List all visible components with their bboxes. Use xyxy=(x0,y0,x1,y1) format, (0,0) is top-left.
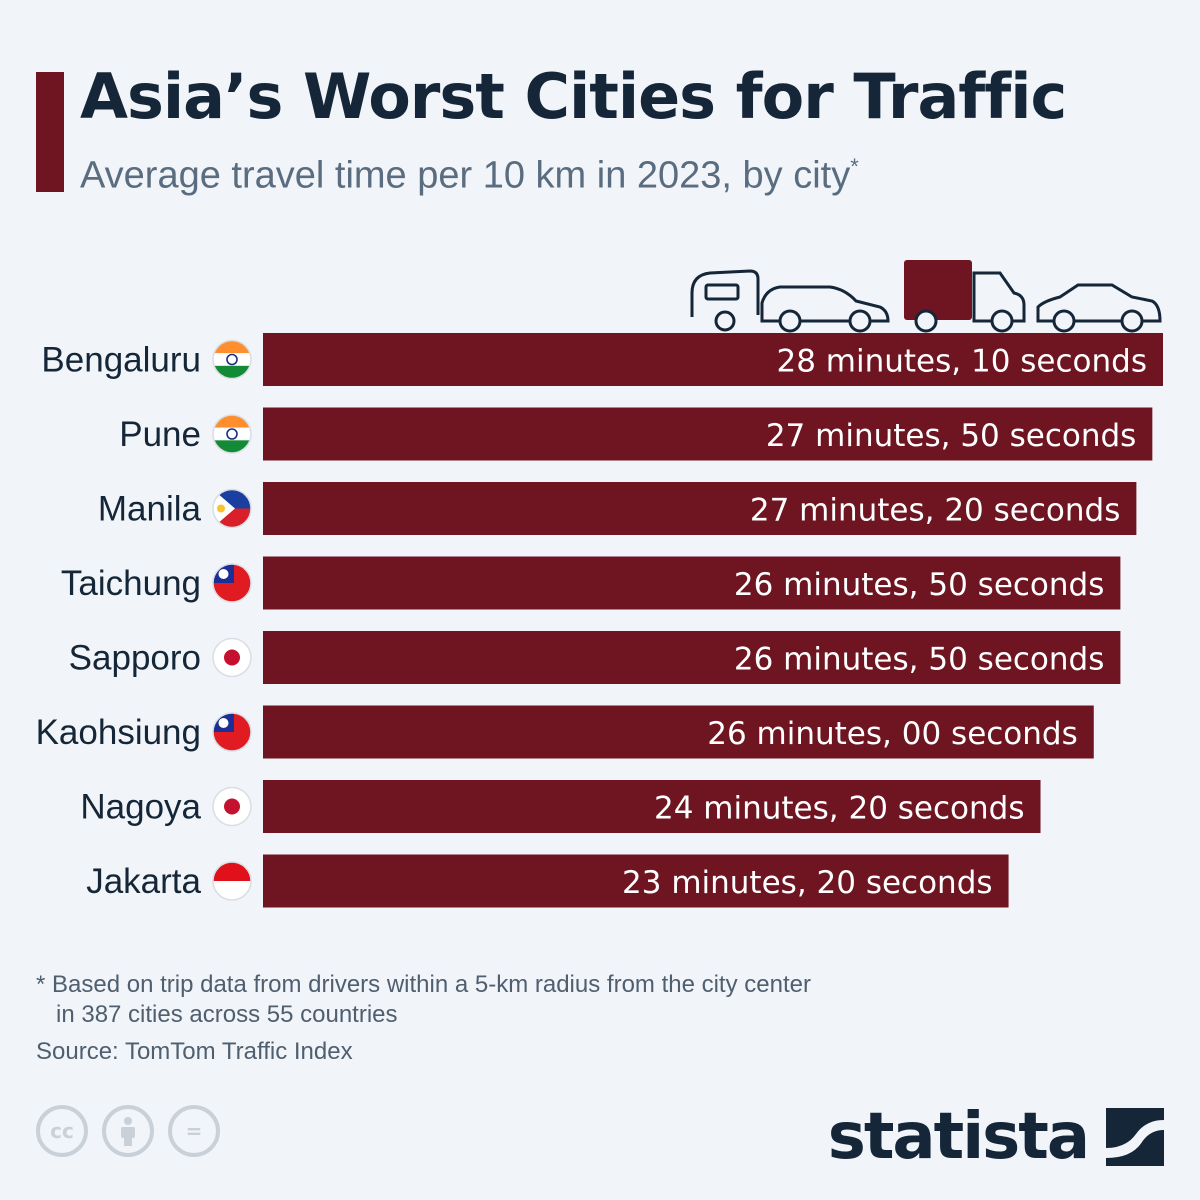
taiwan-flag-icon xyxy=(212,712,252,752)
indonesia-flag-icon xyxy=(212,861,252,901)
bar-row: Manila 27 minutes, 20 seconds xyxy=(98,482,1137,535)
category-label: Bengaluru xyxy=(41,341,201,380)
title-accent-bar xyxy=(36,72,64,192)
footnote: * Based on trip data from drivers within… xyxy=(36,970,811,1030)
bar-chart: Bengaluru 28 minutes, 10 seconds Pune 27 mi… xyxy=(36,333,1163,908)
car-icon xyxy=(1036,283,1162,333)
category-label: Pune xyxy=(119,415,201,454)
value-label: 26 minutes, 50 seconds xyxy=(734,567,1105,603)
bar-row: Nagoya 24 minutes, 20 seconds xyxy=(80,780,1041,833)
attribution-icon[interactable] xyxy=(102,1105,154,1157)
footnote-line-1: * Based on trip data from drivers within… xyxy=(36,971,811,998)
brand-logo[interactable]: statista xyxy=(828,1100,1164,1174)
category-label: Nagoya xyxy=(80,788,201,827)
philippines-flag-icon xyxy=(212,488,252,529)
statista-logo-icon xyxy=(1106,1108,1164,1166)
bar xyxy=(263,482,1137,535)
no-derivatives-icon[interactable]: = xyxy=(168,1105,220,1157)
bar xyxy=(263,705,1094,759)
value-label: 26 minutes, 50 seconds xyxy=(734,642,1105,678)
value-label: 27 minutes, 20 seconds xyxy=(750,493,1121,529)
footnote-line-2: in 387 cities across 55 countries xyxy=(56,1001,398,1028)
category-label: Taichung xyxy=(61,564,201,603)
india-flag-icon xyxy=(212,414,252,454)
bar xyxy=(263,780,1041,833)
cc-icon-text: cc xyxy=(50,1119,74,1143)
taiwan-flag-icon xyxy=(212,563,252,603)
japan-flag-icon xyxy=(212,637,252,678)
category-label: Jakarta xyxy=(86,862,201,901)
value-label: 26 minutes, 00 seconds xyxy=(707,716,1078,752)
bar xyxy=(263,333,1163,386)
bar-row: Taichung 26 minutes, 50 seconds xyxy=(61,556,1121,610)
value-label: 28 minutes, 10 seconds xyxy=(776,344,1147,380)
bar xyxy=(263,556,1121,610)
vehicles-illustration xyxy=(690,260,1162,333)
category-label: Manila xyxy=(98,490,202,529)
japan-flag-icon xyxy=(212,786,252,827)
person-icon xyxy=(121,1117,135,1146)
category-label: Sapporo xyxy=(69,639,201,678)
page-title: Asia’s Worst Cities for Traffic xyxy=(80,60,1067,133)
license-icons: cc = xyxy=(36,1105,220,1157)
nd-icon-text: = xyxy=(185,1119,203,1143)
subtitle-text: Average travel time per 10 km in 2023, b… xyxy=(80,154,851,197)
source-text: Source: TomTom Traffic Index xyxy=(36,1038,353,1065)
bar-row: Pune 27 minutes, 50 seconds xyxy=(119,407,1153,461)
van-icon xyxy=(690,269,760,332)
bar-row: Jakarta 23 minutes, 20 seconds xyxy=(86,854,1009,908)
value-label: 23 minutes, 20 seconds xyxy=(622,865,993,901)
value-label: 24 minutes, 20 seconds xyxy=(654,791,1025,827)
subtitle-footnote-marker: * xyxy=(850,154,859,179)
cc-icon[interactable]: cc xyxy=(36,1105,88,1157)
page-subtitle: Average travel time per 10 km in 2023, b… xyxy=(80,154,859,198)
brand-name: statista xyxy=(827,1100,1090,1174)
bar-row: Sapporo 26 minutes, 50 seconds xyxy=(69,631,1121,684)
bar xyxy=(263,631,1121,684)
category-label: Kaohsiung xyxy=(36,713,201,752)
bar-row: Kaohsiung 26 minutes, 00 seconds xyxy=(36,705,1094,759)
truck-icon xyxy=(904,260,1026,333)
car-icon xyxy=(760,285,890,333)
bar xyxy=(263,854,1009,908)
value-label: 27 minutes, 50 seconds xyxy=(766,418,1137,454)
bar xyxy=(263,407,1153,461)
bar-row: Bengaluru 28 minutes, 10 seconds xyxy=(41,333,1163,386)
india-flag-icon xyxy=(212,339,252,380)
